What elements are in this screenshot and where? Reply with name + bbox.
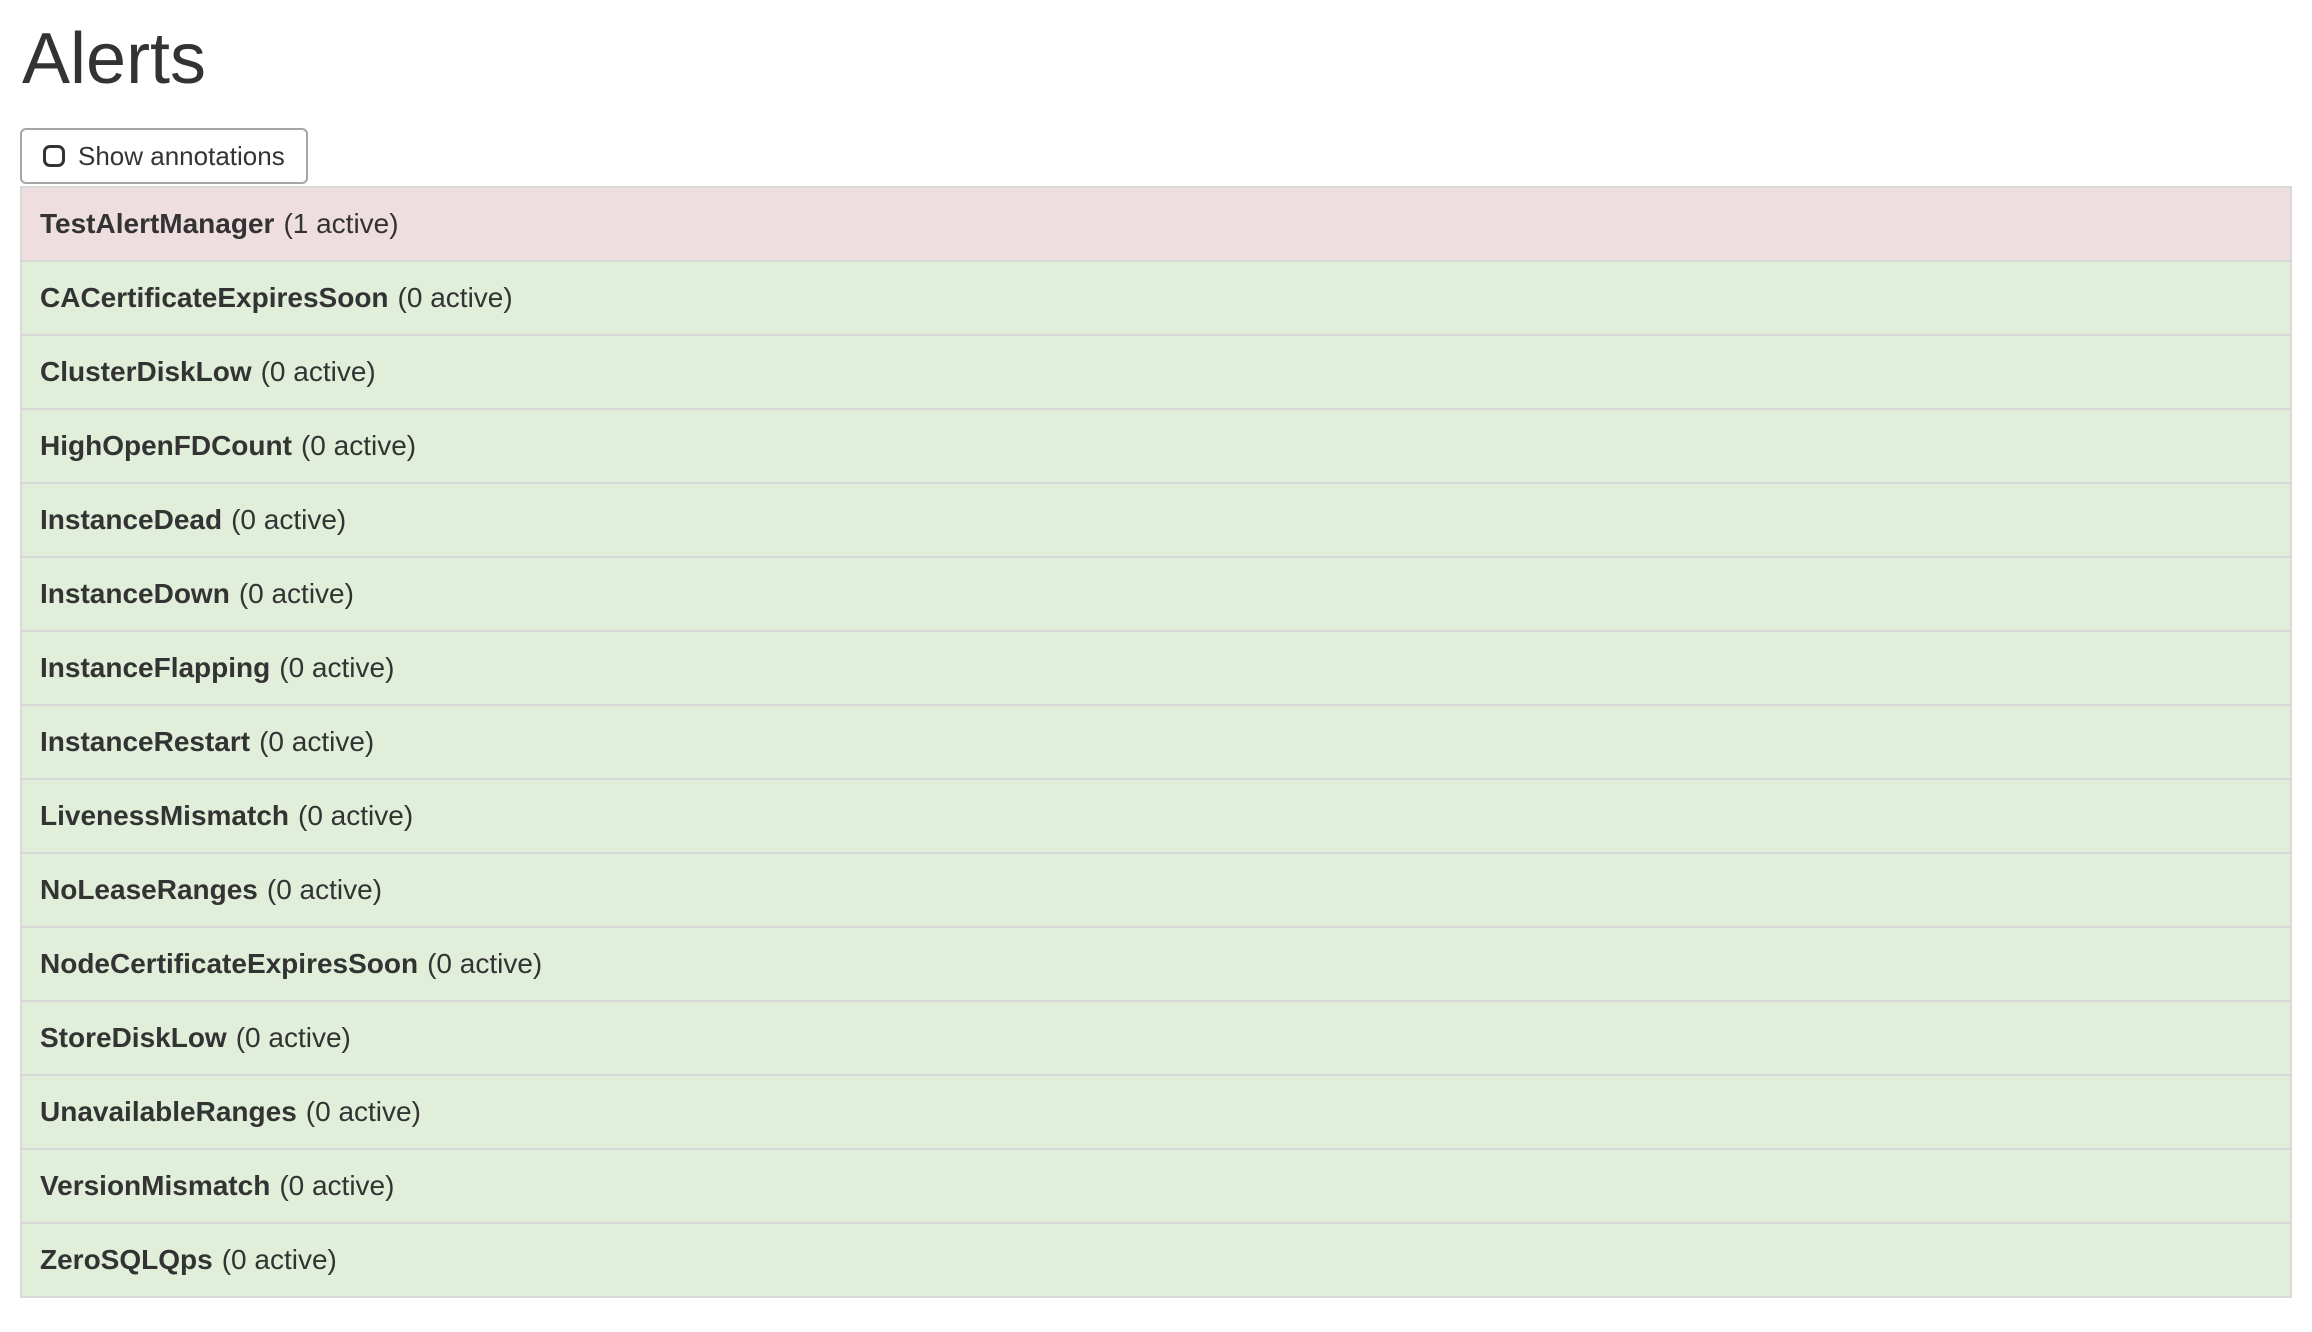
alert-active-count: (0 active) [427,948,543,980]
alert-active-count: (0 active) [298,800,414,832]
alert-row-StoreDiskLow[interactable]: StoreDiskLow (0 active) [22,1002,2290,1077]
alert-active-count: (1 active) [283,208,399,240]
alert-active-count: (0 active) [238,578,354,610]
alert-row-LivenessMismatch[interactable]: LivenessMismatch (0 active) [22,780,2290,855]
alert-active-count: (0 active) [300,430,417,462]
alert-rule-name: VersionMismatch [40,1170,271,1202]
page-title: Alerts [22,19,207,99]
alerts-page: Alerts Show annotations TestAlertManager… [20,19,2292,1299]
alert-rule-name: UnavailableRanges [40,1096,297,1128]
alert-active-count: (0 active) [260,356,376,388]
alert-rule-name: NodeCertificateExpiresSoon [40,948,419,980]
alert-row-ZeroSQLQps[interactable]: ZeroSQLQps (0 active) [22,1224,2290,1299]
alert-rule-name: NoLeaseRanges [40,874,258,906]
alert-active-count: (0 active) [221,1244,337,1276]
alert-row-HighOpenFDCount[interactable]: HighOpenFDCount (0 active) [22,410,2290,485]
checkbox-unchecked-icon[interactable] [43,145,65,168]
alert-rule-name: InstanceDead [40,504,223,536]
alert-rule-name: TestAlertManager [40,208,275,240]
alerts-table: TestAlertManager (1 active) CACertificateE… [20,186,2292,1299]
alert-row-NodeCertificateExpiresSoon[interactable]: NodeCertificateExpiresSoon (0 active) [22,928,2290,1003]
alert-active-count: (0 active) [266,874,383,906]
alert-row-InstanceFlapping[interactable]: InstanceFlapping (0 active) [22,632,2290,707]
alert-row-VersionMismatch[interactable]: VersionMismatch (0 active) [22,1150,2290,1225]
alert-row-InstanceRestart[interactable]: InstanceRestart (0 active) [22,706,2290,781]
show-annotations-label: Show annotations [78,140,285,171]
alert-rule-name: StoreDiskLow [40,1022,227,1054]
show-annotations-button[interactable]: Show annotations [20,128,308,185]
alert-rule-name: InstanceFlapping [40,652,271,684]
alert-active-count: (0 active) [279,1170,395,1202]
alert-row-UnavailableRanges[interactable]: UnavailableRanges (0 active) [22,1076,2290,1151]
alert-active-count: (0 active) [231,504,347,536]
alert-rule-name: CACertificateExpiresSoon [40,282,389,314]
alert-rule-name: InstanceDown [40,578,230,610]
alert-row-InstanceDown[interactable]: InstanceDown (0 active) [22,558,2290,633]
alert-rule-name: ZeroSQLQps [40,1244,213,1276]
alert-active-count: (0 active) [397,282,513,314]
alert-rule-name: ClusterDiskLow [40,356,252,388]
alert-active-count: (0 active) [305,1096,421,1128]
alert-rule-name: InstanceRestart [40,726,251,758]
alert-row-NoLeaseRanges[interactable]: NoLeaseRanges (0 active) [22,854,2290,929]
alert-active-count: (0 active) [279,652,395,684]
alert-row-InstanceDead[interactable]: InstanceDead (0 active) [22,484,2290,559]
alert-row-TestAlertManager[interactable]: TestAlertManager (1 active) [22,188,2290,263]
alert-rule-name: HighOpenFDCount [40,430,292,462]
alert-rule-name: LivenessMismatch [40,800,289,832]
alert-active-count: (0 active) [259,726,375,758]
alert-active-count: (0 active) [235,1022,351,1054]
alert-row-ClusterDiskLow[interactable]: ClusterDiskLow (0 active) [22,336,2290,411]
alert-row-CACertificateExpiresSoon[interactable]: CACertificateExpiresSoon (0 active) [22,262,2290,337]
